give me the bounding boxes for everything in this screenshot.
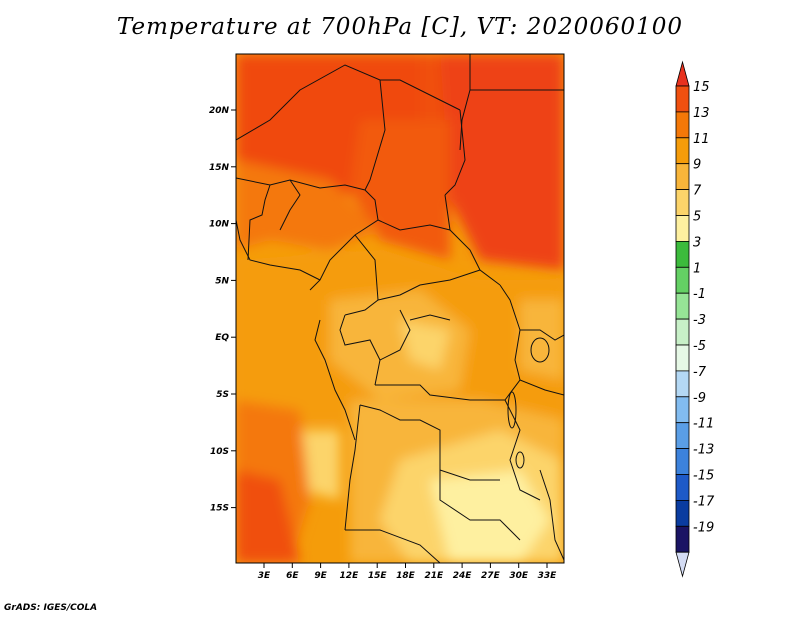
colorbar-swatch — [675, 525, 690, 553]
lon-tick-label: 21E — [424, 571, 444, 581]
colorbar-swatch — [675, 137, 690, 165]
colorbar-swatch — [675, 266, 690, 294]
colorbar-swatch — [675, 163, 690, 190]
latitude-axis: 20N 15N 10N 5N EQ 5S 10S 15S — [209, 106, 236, 514]
colorbar-label: -9 — [693, 391, 706, 406]
colorbar-label: -13 — [693, 443, 714, 458]
map-frame — [235, 53, 565, 564]
lat-tick-label: 15S — [210, 504, 229, 514]
colorbar-over-triangle — [675, 60, 690, 87]
colorbar-label: 13 — [693, 106, 710, 121]
colorbar-label: -7 — [693, 365, 707, 380]
lon-tick-label: 9E — [314, 571, 327, 581]
lon-tick-label: 3E — [258, 571, 271, 581]
lon-tick-label: 27E — [481, 571, 501, 581]
colorbar-label: -11 — [693, 417, 714, 432]
lat-tick-label: 20N — [209, 106, 230, 116]
colorbar-swatch — [675, 111, 690, 139]
colorbar-swatch — [675, 85, 690, 113]
colorbar: 15 13 11 9 7 5 3 1 -1 -3 -5 -7 -9 -11 -13 -15 -17 -19 — [675, 60, 715, 578]
colorbar-swatch — [675, 292, 690, 320]
map-title: Temperature at 700hPa [C], VT: 202006010… — [116, 14, 684, 40]
colorbar-swatch — [675, 448, 690, 475]
colorbar-label: 3 — [693, 235, 701, 250]
temperature-field — [236, 54, 564, 563]
colorbar-swatch — [675, 189, 690, 216]
colorbar-swatch — [675, 422, 690, 450]
colorbar-label: 7 — [693, 184, 702, 199]
colorbar-swatch — [675, 240, 690, 268]
lat-tick-label: 15N — [209, 163, 230, 173]
lat-tick-label: 5N — [215, 276, 229, 286]
colorbar-swatch — [675, 499, 690, 527]
colorbar-label: 5 — [693, 210, 701, 225]
lon-tick-label: 33E — [538, 571, 558, 581]
colorbar-label: 11 — [693, 132, 710, 147]
colorbar-swatch — [675, 474, 690, 501]
lon-tick-label: 30E — [509, 571, 529, 581]
colorbar-label: 15 — [693, 80, 710, 95]
colorbar-label: -3 — [693, 313, 706, 328]
colorbar-swatch — [675, 370, 690, 398]
colorbar-swatch — [675, 318, 690, 346]
colorbar-label: 9 — [693, 158, 701, 173]
colorbar-swatch — [675, 344, 690, 372]
colorbar-swatch — [675, 396, 690, 424]
colorbar-label: -5 — [693, 339, 706, 354]
colorbar-label: -17 — [693, 494, 715, 509]
lon-tick-label: 15E — [368, 571, 388, 581]
colorbar-label: -1 — [693, 287, 706, 302]
colorbar-swatch — [675, 215, 690, 242]
longitude-axis: 3E 6E 9E 12E 15E 18E 21E 24E 27E 30E 33E — [258, 563, 557, 581]
lat-tick-label: EQ — [215, 333, 229, 343]
colorbar-label: -19 — [693, 520, 714, 535]
lat-tick-label: 10S — [210, 447, 229, 457]
credit-label: GrADS: IGES/COLA — [4, 603, 98, 613]
colorbar-label: 1 — [693, 261, 701, 276]
lon-tick-label: 24E — [453, 571, 473, 581]
colorbar-label: -15 — [693, 469, 714, 484]
lon-tick-label: 12E — [340, 571, 360, 581]
country-borders — [236, 54, 564, 563]
lat-tick-label: 5S — [216, 390, 229, 400]
colorbar-under-triangle — [675, 551, 690, 578]
lon-tick-label: 6E — [286, 571, 299, 581]
lon-tick-label: 18E — [396, 571, 416, 581]
lat-tick-label: 10N — [209, 220, 230, 230]
